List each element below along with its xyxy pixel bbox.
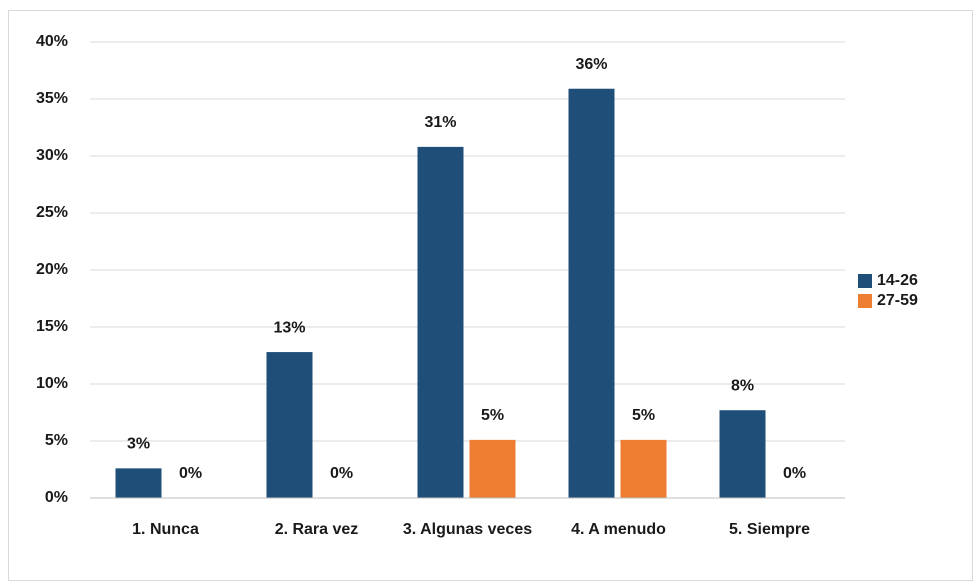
data-label: 5% — [481, 407, 504, 424]
x-tick-label: 5. Siempre — [729, 521, 810, 538]
y-tick-label: 20% — [36, 261, 68, 278]
data-label: 36% — [575, 56, 607, 73]
bar — [266, 352, 313, 498]
x-tick-label: 3. Algunas veces — [402, 521, 533, 538]
data-label: 0% — [179, 465, 202, 482]
data-label: 8% — [731, 377, 754, 394]
y-tick-label: 15% — [36, 318, 68, 335]
y-tick-label: 35% — [36, 90, 68, 107]
legend-label: 14-26 — [877, 272, 918, 289]
data-label: 5% — [632, 407, 655, 424]
data-label: 3% — [127, 436, 150, 453]
data-label: 0% — [330, 465, 353, 482]
legend-swatch — [858, 294, 872, 308]
x-tick-label: 2. Rara vez — [274, 521, 359, 538]
bar — [469, 439, 516, 498]
y-tick-label: 40% — [36, 33, 68, 50]
data-label: 31% — [424, 114, 456, 131]
chart-border — [8, 10, 973, 581]
bar — [568, 88, 615, 499]
y-tick-label: 30% — [36, 147, 68, 164]
data-label: 0% — [783, 465, 806, 482]
data-label: 13% — [273, 319, 305, 336]
y-tick-label: 0% — [45, 489, 68, 506]
y-tick-label: 5% — [45, 432, 68, 449]
y-tick-label: 25% — [36, 204, 68, 221]
bar — [417, 146, 464, 498]
y-tick-label: 10% — [36, 375, 68, 392]
bar — [620, 439, 667, 498]
x-tick-label: 4. A menudo — [571, 521, 666, 538]
legend-swatch — [858, 274, 872, 288]
legend-label: 27-59 — [877, 292, 918, 309]
bar — [115, 468, 162, 498]
x-tick-label: 1. Nunca — [132, 521, 199, 538]
bar — [719, 410, 766, 498]
